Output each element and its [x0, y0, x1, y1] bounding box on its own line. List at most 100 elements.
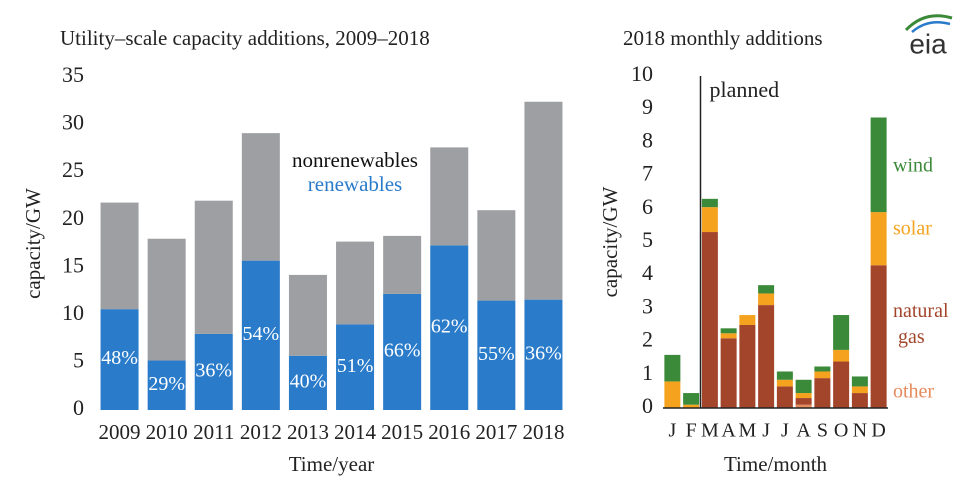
x-tick-label: J: [781, 420, 789, 442]
y-tick-label: 10: [62, 300, 84, 325]
y-tick-label: 25: [62, 157, 84, 182]
bar-segment: [833, 361, 850, 408]
bar-segment: [701, 198, 718, 208]
bar-segment: [758, 293, 775, 306]
share-label: 40%: [290, 370, 327, 392]
share-label: 54%: [243, 323, 280, 345]
share-label: 62%: [431, 315, 468, 337]
y-tick-label: 5: [642, 227, 653, 252]
bar-segment: [383, 235, 422, 294]
bar-segment: [833, 315, 850, 350]
bar-segment: [194, 200, 233, 334]
bar-segment: [739, 325, 756, 408]
x-tick-label: 2013: [287, 420, 329, 444]
bar-segment: [147, 238, 186, 361]
x-tick-label: A: [721, 420, 736, 442]
x-tick-label: N: [853, 420, 867, 442]
share-label: 66%: [384, 340, 421, 362]
chart-title: Utility–scale capacity additions, 2009–2…: [60, 26, 430, 50]
x-tick-label: M: [701, 420, 719, 442]
y-axis-label: capacity/GW: [21, 188, 45, 299]
x-tick-label: 2014: [334, 420, 377, 444]
eia-logo: eia: [904, 14, 953, 59]
x-tick-label: 2009: [99, 420, 141, 444]
x-tick-label: 2018: [522, 420, 564, 444]
bar-segment: [870, 117, 887, 213]
x-tick-label: F: [686, 420, 697, 442]
bar-segment: [336, 324, 375, 410]
bar-segment: [851, 386, 868, 394]
y-tick-label: 4: [642, 260, 653, 285]
x-tick-label: O: [834, 420, 848, 442]
legend-label: nonrenewables: [292, 148, 418, 172]
y-tick-label: 5: [73, 347, 84, 372]
bar-segment: [477, 210, 516, 301]
bar-segment: [758, 305, 775, 408]
legend-label: renewables: [308, 172, 402, 196]
x-tick-label: 2017: [475, 420, 517, 444]
y-tick-label: 15: [62, 252, 84, 277]
bar-segment: [701, 232, 718, 408]
bar-segment: [795, 404, 812, 408]
bar-segment: [720, 338, 737, 408]
x-tick-label: J: [668, 420, 676, 442]
y-tick-label: 10: [631, 61, 653, 86]
x-tick-label: D: [871, 420, 885, 442]
bar-segment: [524, 299, 563, 410]
y-tick-label: 30: [62, 110, 84, 135]
y-tick-label: 8: [642, 127, 653, 152]
bar-segment: [851, 393, 868, 408]
bar-segment: [776, 379, 793, 387]
y-tick-label: 7: [642, 161, 653, 186]
share-label: 51%: [337, 355, 374, 377]
x-tick-label: M: [738, 420, 756, 442]
x-tick-label: A: [796, 420, 811, 442]
bar-segment: [683, 404, 700, 408]
bar-segment: [870, 212, 887, 266]
bar-segment: [701, 207, 718, 233]
share-label: 48%: [101, 347, 138, 369]
bar-segment: [814, 371, 831, 379]
share-label: 36%: [195, 360, 232, 382]
logo-text: eia: [909, 28, 947, 59]
bar-segment: [241, 260, 280, 410]
bar-segment: [683, 393, 700, 405]
bar-segment: [870, 265, 887, 408]
bar-segment: [664, 381, 681, 408]
chart-title: 2018 monthly additions: [623, 26, 823, 50]
series-label: wind: [893, 155, 933, 177]
bar-segment: [833, 349, 850, 362]
x-tick-label: 2011: [193, 420, 234, 444]
bar-segment: [383, 293, 422, 410]
y-tick-label: 6: [642, 194, 653, 219]
bar-segment: [100, 309, 139, 410]
bar-segment: [288, 355, 327, 410]
bar-segment: [664, 354, 681, 382]
y-tick-label: 20: [62, 205, 84, 230]
series-label-line: natural: [893, 300, 949, 322]
y-tick-label: 0: [642, 393, 653, 418]
share-label: 55%: [478, 343, 515, 365]
y-tick-label: 2: [642, 327, 653, 352]
x-tick-label: 2016: [428, 420, 470, 444]
bar-segment: [720, 328, 737, 334]
bar-segment: [524, 101, 563, 300]
bar-segment: [814, 378, 831, 408]
x-tick-label: J: [762, 420, 770, 442]
share-label: 36%: [525, 342, 562, 364]
series-label: solar: [893, 218, 932, 240]
series-label-line: gas: [893, 326, 925, 348]
bar-segment: [430, 245, 469, 410]
bar-segment: [795, 398, 812, 405]
series-label: natural gas: [893, 300, 949, 348]
x-tick-label: 2012: [240, 420, 282, 444]
share-label: 29%: [148, 373, 185, 395]
bar-segment: [720, 333, 737, 339]
bar-segment: [776, 371, 793, 380]
y-tick-label: 0: [73, 395, 84, 420]
bar-segment: [795, 393, 812, 399]
y-axis-label: capacity/GW: [598, 186, 622, 297]
bar-segment: [288, 274, 327, 356]
y-tick-label: 35: [62, 62, 84, 87]
